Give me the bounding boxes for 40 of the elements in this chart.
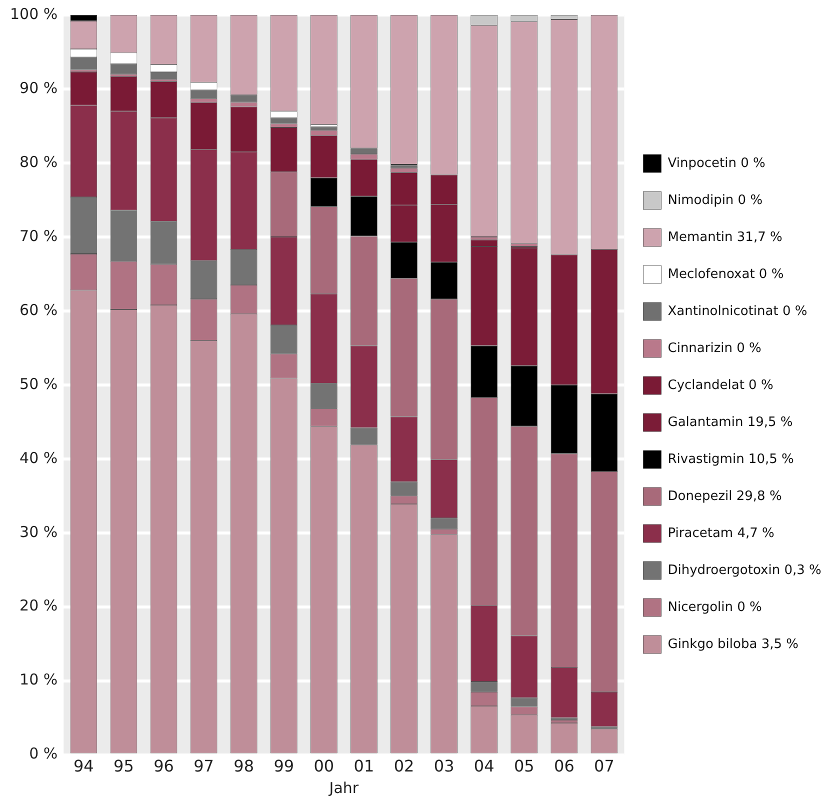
x-tick-label: 06 xyxy=(554,756,574,776)
legend-label: Nicergolin 0 % xyxy=(668,600,762,615)
x-tick-label: 96 xyxy=(154,756,174,776)
legend-label: Meclofenoxat 0 % xyxy=(668,266,784,282)
legend-label: Ginkgo biloba 3,5 % xyxy=(668,636,798,652)
y-tick-label: 80 % xyxy=(20,152,58,171)
x-tick-label: 04 xyxy=(474,756,494,776)
legend-label: Donepezil 29,8 % xyxy=(668,488,782,504)
y-tick-label: 50 % xyxy=(20,374,58,393)
x-tick-label: 94 xyxy=(73,756,94,776)
legend-label: Xantinolnicotinat 0 % xyxy=(668,304,808,319)
y-tick-label: 30 % xyxy=(20,522,58,541)
y-tick-label: 10 % xyxy=(20,670,58,689)
legend-label: Cyclandelat 0 % xyxy=(668,378,774,393)
legend-label: Memantin 31,7 % xyxy=(668,230,782,245)
legend-label: Cinnarizin 0 % xyxy=(668,340,762,356)
y-tick-label: 90 % xyxy=(20,78,58,97)
x-tick-label: 02 xyxy=(394,756,414,776)
legend-label: Galantamin 19,5 % xyxy=(668,414,793,430)
y-tick-label: 70 % xyxy=(20,226,58,245)
legend-label: Piracetam 4,7 % xyxy=(668,526,774,541)
y-tick-label: 100 % xyxy=(10,4,58,23)
legend-label: Dihydroergotoxin 0,3 % xyxy=(668,562,822,578)
legend-label: Nimodipin 0 % xyxy=(668,192,763,208)
x-tick-label: 97 xyxy=(194,756,214,776)
x-axis-title: Jahr xyxy=(328,778,360,797)
legend-label: Vinpocetin 0 % xyxy=(668,156,766,171)
x-tick-label: 95 xyxy=(114,756,134,776)
y-tick-label: 60 % xyxy=(20,300,58,319)
y-tick-label: 0 % xyxy=(29,744,58,763)
x-tick-label: 01 xyxy=(354,756,374,776)
x-tick-label: 00 xyxy=(314,756,334,776)
x-tick-label: 99 xyxy=(274,756,294,776)
x-tick-label: 98 xyxy=(234,756,254,776)
x-tick-label: 05 xyxy=(514,756,534,776)
x-tick-label: 03 xyxy=(434,756,454,776)
y-tick-label: 20 % xyxy=(20,596,58,615)
legend-label: Rivastigmin 10,5 % xyxy=(668,452,794,467)
x-tick-label: 07 xyxy=(594,756,614,776)
y-tick-label: 40 % xyxy=(20,448,58,467)
